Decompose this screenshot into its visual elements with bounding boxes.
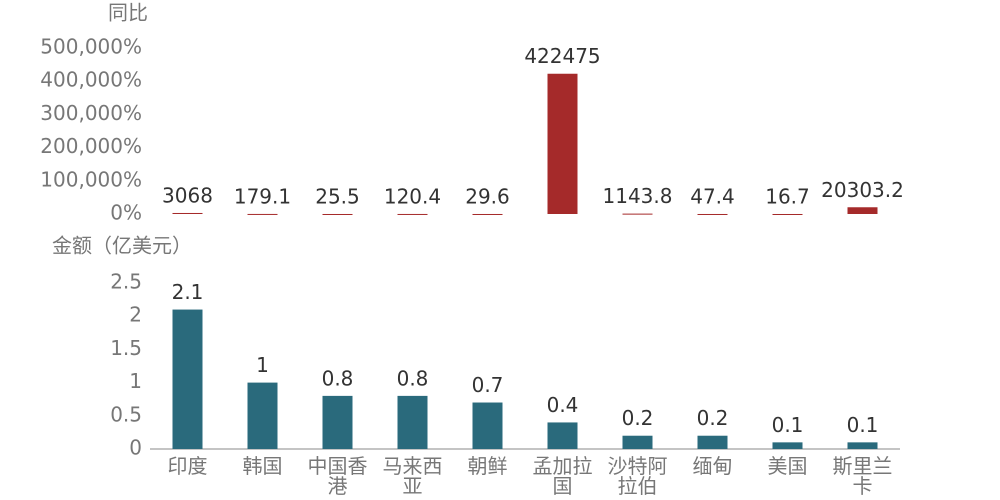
x-tick-label: 斯里兰卡 <box>833 454 893 498</box>
bar <box>547 422 578 449</box>
bar <box>172 212 203 214</box>
bar <box>622 213 653 215</box>
data-label: 47.4 <box>690 184 735 208</box>
y-tick-label: 2.5 <box>110 270 142 294</box>
data-label: 20303.2 <box>821 178 904 202</box>
y-tick-label: 0 <box>129 436 142 460</box>
data-label: 25.5 <box>315 184 360 208</box>
data-label: 2.1 <box>172 280 204 304</box>
axis-title: 同比 <box>108 1 148 25</box>
y-tick-label: 0.5 <box>110 402 142 426</box>
bar <box>322 213 353 215</box>
data-label: 3068 <box>162 183 213 207</box>
y-tick-label: 200,000% <box>40 134 142 158</box>
data-label: 1 <box>256 353 269 377</box>
bar <box>847 207 878 214</box>
y-tick-label: 1 <box>129 369 142 393</box>
x-tick-label: 缅甸 <box>693 454 733 478</box>
bar <box>397 395 428 449</box>
x-tick-label: 韩国 <box>243 454 283 478</box>
y-tick-label: 2 <box>129 303 142 327</box>
bar <box>622 435 653 449</box>
data-label: 1143.8 <box>603 184 673 208</box>
data-label: 120.4 <box>384 184 441 208</box>
data-label: 16.7 <box>765 184 810 208</box>
y-tick-label: 0% <box>110 201 142 225</box>
x-tick-label: 孟加拉国 <box>533 454 593 498</box>
x-tick-label: 中国香港 <box>308 454 368 498</box>
bar <box>472 402 503 449</box>
data-label: 0.8 <box>322 366 354 390</box>
bar <box>472 213 503 215</box>
bar <box>847 442 878 449</box>
bar <box>172 309 203 449</box>
axis-title: 金额（亿美元） <box>52 234 192 258</box>
data-label: 0.2 <box>697 406 729 430</box>
bar <box>772 213 803 215</box>
y-tick-label: 100,000% <box>40 167 142 191</box>
data-label: 422475 <box>524 44 600 68</box>
bar <box>247 213 278 215</box>
bar <box>247 382 278 449</box>
x-tick-label: 印度 <box>168 454 208 478</box>
y-tick-label: 1.5 <box>110 336 142 360</box>
y-tick-label: 300,000% <box>40 101 142 125</box>
bar <box>697 213 728 215</box>
x-tick-label: 朝鲜 <box>468 454 508 478</box>
data-label: 0.7 <box>472 373 504 397</box>
bar <box>322 395 353 449</box>
data-label: 29.6 <box>465 184 510 208</box>
bar <box>547 73 578 214</box>
data-label: 179.1 <box>234 184 291 208</box>
bar <box>772 442 803 449</box>
data-label: 0.8 <box>397 366 429 390</box>
data-label: 0.4 <box>547 393 579 417</box>
x-tick-label: 沙特阿拉伯 <box>608 454 668 498</box>
data-label: 0.1 <box>772 413 804 437</box>
data-label: 0.2 <box>622 406 654 430</box>
x-tick-label: 美国 <box>768 454 808 478</box>
y-tick-label: 400,000% <box>40 68 142 92</box>
y-tick-label: 500,000% <box>40 35 142 59</box>
bar <box>397 213 428 215</box>
data-label: 0.1 <box>847 413 879 437</box>
bar <box>697 435 728 449</box>
x-tick-label: 马来西亚 <box>383 454 443 498</box>
